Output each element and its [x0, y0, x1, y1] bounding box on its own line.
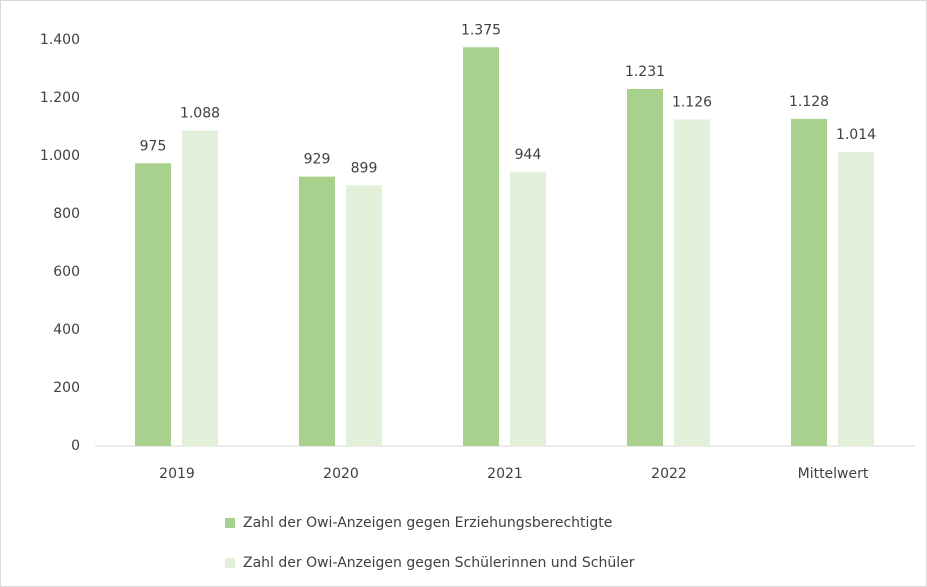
bar: [299, 176, 335, 446]
bar: [791, 118, 827, 446]
data-label: 1.128: [789, 94, 829, 110]
bar: [135, 163, 171, 446]
legend-label: Zahl der Owi-Anzeigen gegen Schülerinnen…: [243, 555, 635, 571]
legend-label: Zahl der Owi-Anzeigen gegen Erziehungsbe…: [243, 515, 612, 531]
x-tick-label: 2022: [651, 466, 687, 482]
data-label: 944: [515, 147, 542, 163]
data-label: 975: [140, 138, 167, 154]
y-tick-label: 400: [53, 322, 80, 338]
y-tick-label: 1.000: [40, 148, 80, 164]
bar: [838, 151, 874, 446]
y-tick-label: 1.200: [40, 90, 80, 106]
x-tick-label: 2021: [487, 466, 523, 482]
y-tick-label: 800: [53, 206, 80, 222]
x-tick-label: 2019: [159, 466, 195, 482]
data-label: 1.126: [672, 94, 712, 110]
legend-marker: [225, 518, 235, 528]
y-tick-label: 600: [53, 264, 80, 280]
data-label: 929: [304, 152, 331, 168]
y-tick-label: 1.400: [40, 32, 80, 48]
data-label: 1.231: [625, 64, 665, 80]
data-label: 1.088: [180, 105, 220, 121]
bar: [463, 47, 499, 446]
bar: [182, 130, 218, 447]
x-tick-label: 2020: [323, 466, 359, 482]
data-label: 1.375: [461, 22, 501, 38]
legend-marker: [225, 558, 235, 568]
bar: [510, 172, 546, 447]
data-label: 899: [351, 160, 378, 176]
y-tick-label: 0: [71, 438, 80, 454]
bar: [627, 89, 663, 446]
bar: [674, 119, 710, 447]
x-tick-label: Mittelwert: [798, 466, 869, 482]
bar: [346, 185, 382, 447]
data-label: 1.014: [836, 127, 876, 143]
y-tick-label: 200: [53, 380, 80, 396]
